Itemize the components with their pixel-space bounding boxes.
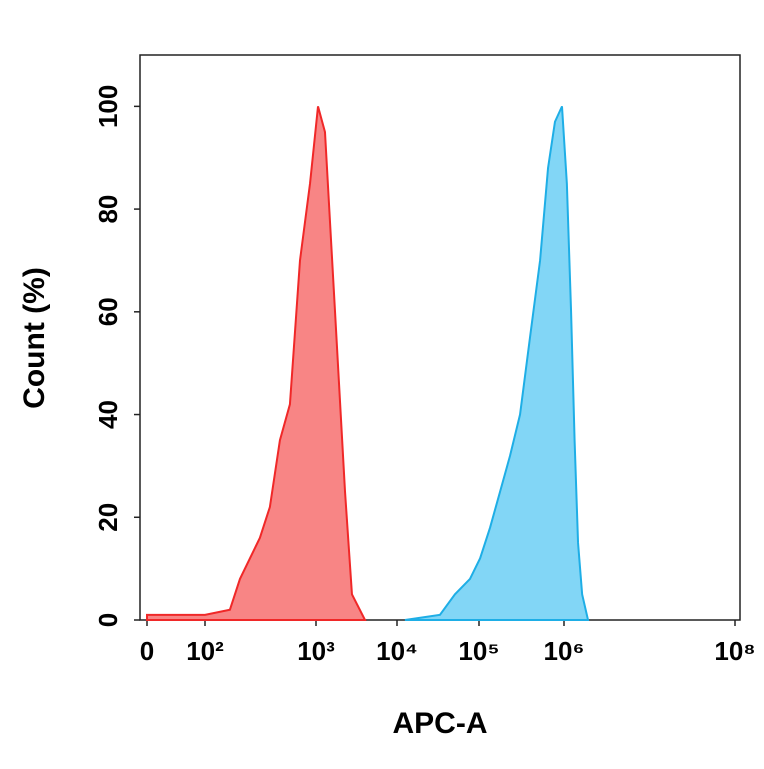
plot-frame	[139, 54, 741, 621]
y-tick-label: 80	[93, 195, 123, 224]
x-tick-label: 10⁵	[458, 636, 499, 666]
histogram-area	[146, 106, 367, 621]
y-axis-label: Count (%)	[18, 267, 51, 409]
y-tick-label: 40	[93, 400, 123, 429]
y-tick-label: 100	[93, 85, 123, 128]
x-tick-label: 0	[140, 636, 154, 666]
y-tick-label: 20	[93, 503, 123, 532]
y-tick-label: 0	[93, 613, 123, 627]
x-tick-label: 10³	[297, 636, 335, 666]
histogram-area	[404, 105, 590, 621]
x-tick-label: 10⁴	[376, 636, 418, 666]
y-tick-label: 60	[93, 297, 123, 326]
x-axis-label: APC-A	[393, 707, 488, 740]
x-tick-label: 10⁶	[544, 636, 585, 666]
x-tick-label: 10²	[186, 636, 224, 666]
x-tick-label: 10⁸	[714, 636, 755, 666]
